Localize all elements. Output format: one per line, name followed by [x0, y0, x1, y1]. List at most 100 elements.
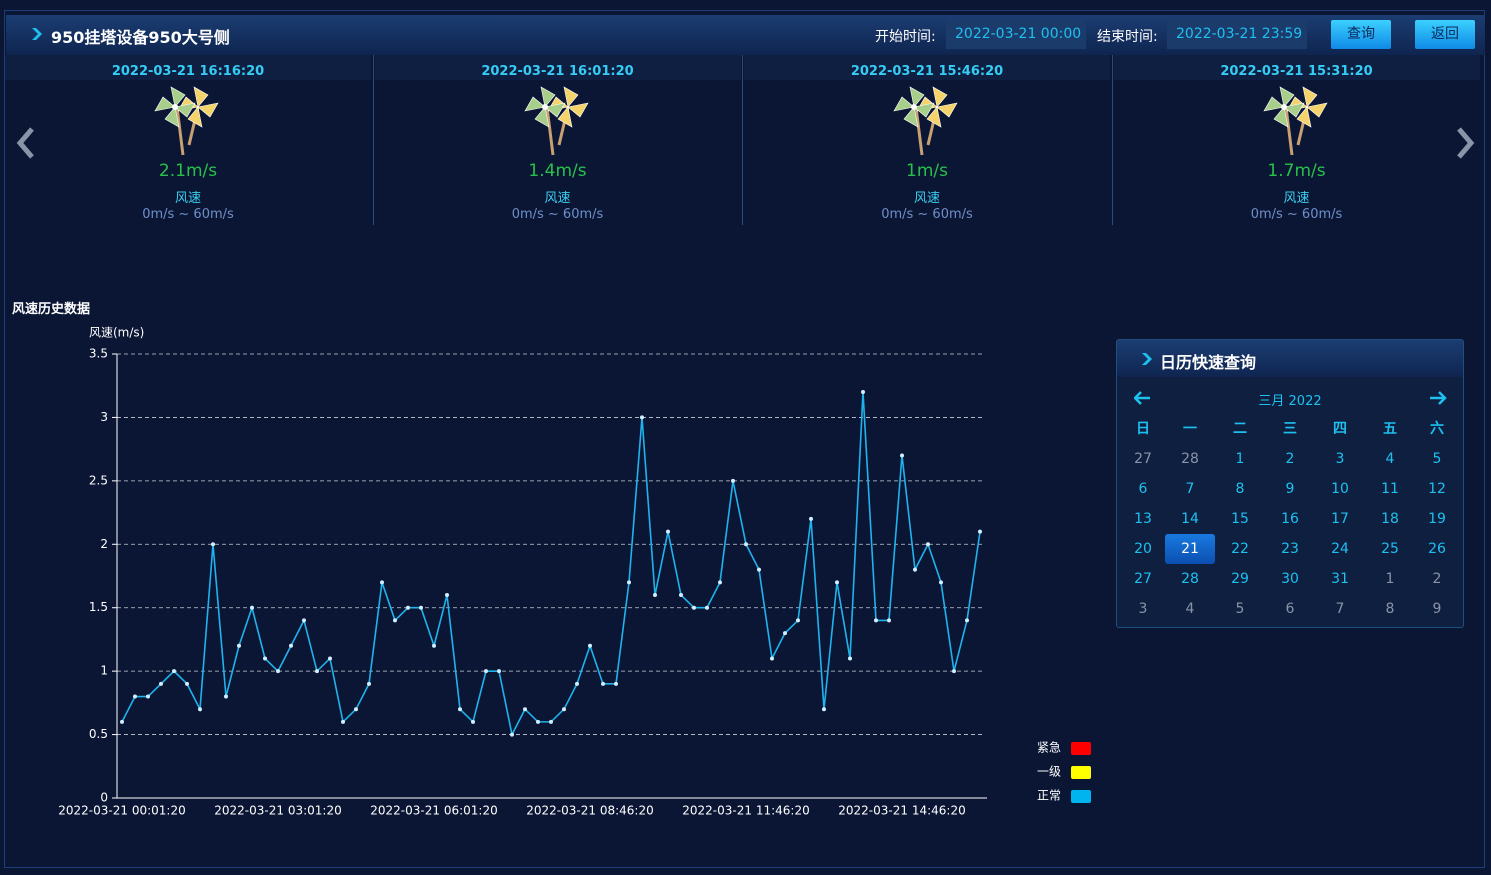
calendar-day[interactable]: 26: [1428, 541, 1446, 557]
point: [445, 593, 449, 598]
calendar-day[interactable]: 19: [1428, 511, 1446, 527]
calendar-day[interactable]: 6: [1138, 481, 1148, 497]
calendar-day[interactable]: 25: [1381, 541, 1399, 557]
calendar-day[interactable]: 1: [1235, 451, 1245, 467]
header-title: 950挂塔设备950大号侧: [51, 28, 230, 47]
card-name: 风速: [544, 191, 571, 206]
point: [250, 605, 254, 610]
calendar-day[interactable]: 27: [1134, 571, 1152, 587]
point: [549, 719, 553, 724]
pinwheel-icon: [1262, 86, 1328, 156]
point: [536, 719, 540, 724]
point: [380, 580, 384, 585]
x-tick-label: 2022-03-21 11:46:20: [682, 804, 809, 818]
calendar-day[interactable]: 7: [1335, 601, 1345, 617]
wind-card: 2022-03-21 16:01:20 1.4m/s 风速 0m/s ~ 60m/s: [374, 55, 741, 225]
legend-label: 紧急: [1037, 740, 1061, 755]
weekday: 一: [1183, 421, 1197, 437]
legend-swatch: [1071, 742, 1091, 755]
point: [744, 542, 748, 547]
y-tick-label: 3: [100, 410, 108, 424]
weekday: 二: [1233, 421, 1247, 437]
start-input[interactable]: 2022-03-21 00:00: [946, 20, 1086, 49]
card-time: 2022-03-21 15:46:20: [850, 64, 1004, 79]
calendar-day[interactable]: 2: [1285, 451, 1295, 467]
wind-card: 2022-03-21 16:16:20 2.1m/s 风速 0m/s ~ 60m/s: [5, 55, 371, 225]
card-strip: [1113, 55, 1480, 80]
point: [588, 643, 592, 648]
calendar-day[interactable]: 9: [1432, 601, 1442, 617]
calendar-day[interactable]: 29: [1231, 571, 1249, 587]
next-arrow[interactable]: [1453, 125, 1479, 161]
back-button[interactable]: 返回: [1415, 20, 1475, 49]
calendar-day[interactable]: 1: [1385, 571, 1395, 587]
point: [224, 694, 228, 699]
pinwheel-icon: [154, 86, 219, 156]
weekday: 日: [1136, 421, 1150, 437]
card-range: 0m/s ~ 60m/s: [511, 207, 604, 222]
calendar-day[interactable]: 7: [1185, 481, 1195, 497]
calendar-day[interactable]: 30: [1281, 571, 1299, 587]
point: [367, 681, 371, 686]
calendar-day[interactable]: 13: [1134, 511, 1152, 527]
point: [796, 618, 800, 623]
point: [484, 669, 488, 674]
point: [965, 618, 969, 623]
point: [315, 669, 319, 674]
point: [731, 478, 735, 483]
calendar-day[interactable]: 5: [1432, 451, 1442, 467]
calendar-day[interactable]: 15: [1231, 511, 1249, 527]
calendar-day[interactable]: 20: [1134, 541, 1152, 557]
calendar-day[interactable]: 10: [1331, 481, 1349, 497]
point: [978, 529, 982, 534]
calendar-day[interactable]: 11: [1381, 481, 1399, 497]
calendar-day[interactable]: 21: [1165, 534, 1215, 564]
point: [653, 593, 657, 598]
x-tick-label: 2022-03-21 03:01:20: [214, 804, 341, 818]
calendar-day[interactable]: 9: [1285, 481, 1295, 497]
calendar-day[interactable]: 22: [1231, 541, 1249, 557]
point: [510, 732, 514, 737]
calendar-day[interactable]: 18: [1381, 511, 1399, 527]
calendar-day[interactable]: 8: [1235, 481, 1245, 497]
calendar-day[interactable]: 6: [1285, 601, 1295, 617]
calendar-day[interactable]: 12: [1428, 481, 1446, 497]
calendar-day[interactable]: 17: [1331, 511, 1349, 527]
calendar-day[interactable]: 4: [1185, 601, 1195, 617]
calendar-day[interactable]: 4: [1385, 451, 1395, 467]
prev-arrow[interactable]: [12, 125, 38, 161]
point: [432, 643, 436, 648]
point: [289, 643, 293, 648]
query-button[interactable]: 查询: [1331, 20, 1391, 49]
calendar-day[interactable]: 16: [1281, 511, 1299, 527]
calendar-day[interactable]: 5: [1235, 601, 1245, 617]
x-tick-label: 2022-03-21 14:46:20: [838, 804, 965, 818]
next-month[interactable]: [1429, 391, 1447, 405]
calendar-day[interactable]: 28: [1181, 571, 1199, 587]
point: [601, 681, 605, 686]
legend-label: 正常: [1037, 789, 1061, 803]
calendar-day[interactable]: 2: [1432, 571, 1442, 587]
card-speed: 2.1m/s: [158, 161, 218, 181]
calendar-day[interactable]: 28: [1181, 451, 1199, 467]
chevron: [32, 28, 42, 40]
x-tick-label: 2022-03-21 06:01:20: [370, 804, 497, 818]
calendar-day[interactable]: 8: [1385, 601, 1395, 617]
card-time: 2022-03-21 16:16:20: [111, 64, 265, 79]
calendar-day[interactable]: 31: [1331, 571, 1349, 587]
frame: [4, 10, 1485, 868]
calendar-day[interactable]: 3: [1335, 451, 1345, 467]
prev-month[interactable]: [1134, 391, 1152, 405]
line: [121, 392, 981, 737]
calendar-day[interactable]: 24: [1331, 541, 1349, 557]
y-tick-label: 2.5: [89, 473, 108, 487]
y-tick-label: 0: [100, 791, 108, 805]
calendar-day[interactable]: 3: [1138, 601, 1148, 617]
card-strip: [5, 55, 371, 80]
calendar-day[interactable]: 23: [1281, 541, 1299, 557]
calendar-day[interactable]: 27: [1134, 451, 1152, 467]
calendar-day[interactable]: 14: [1181, 511, 1199, 527]
end-input[interactable]: 2022-03-21 23:59: [1167, 20, 1307, 49]
point: [900, 453, 904, 458]
